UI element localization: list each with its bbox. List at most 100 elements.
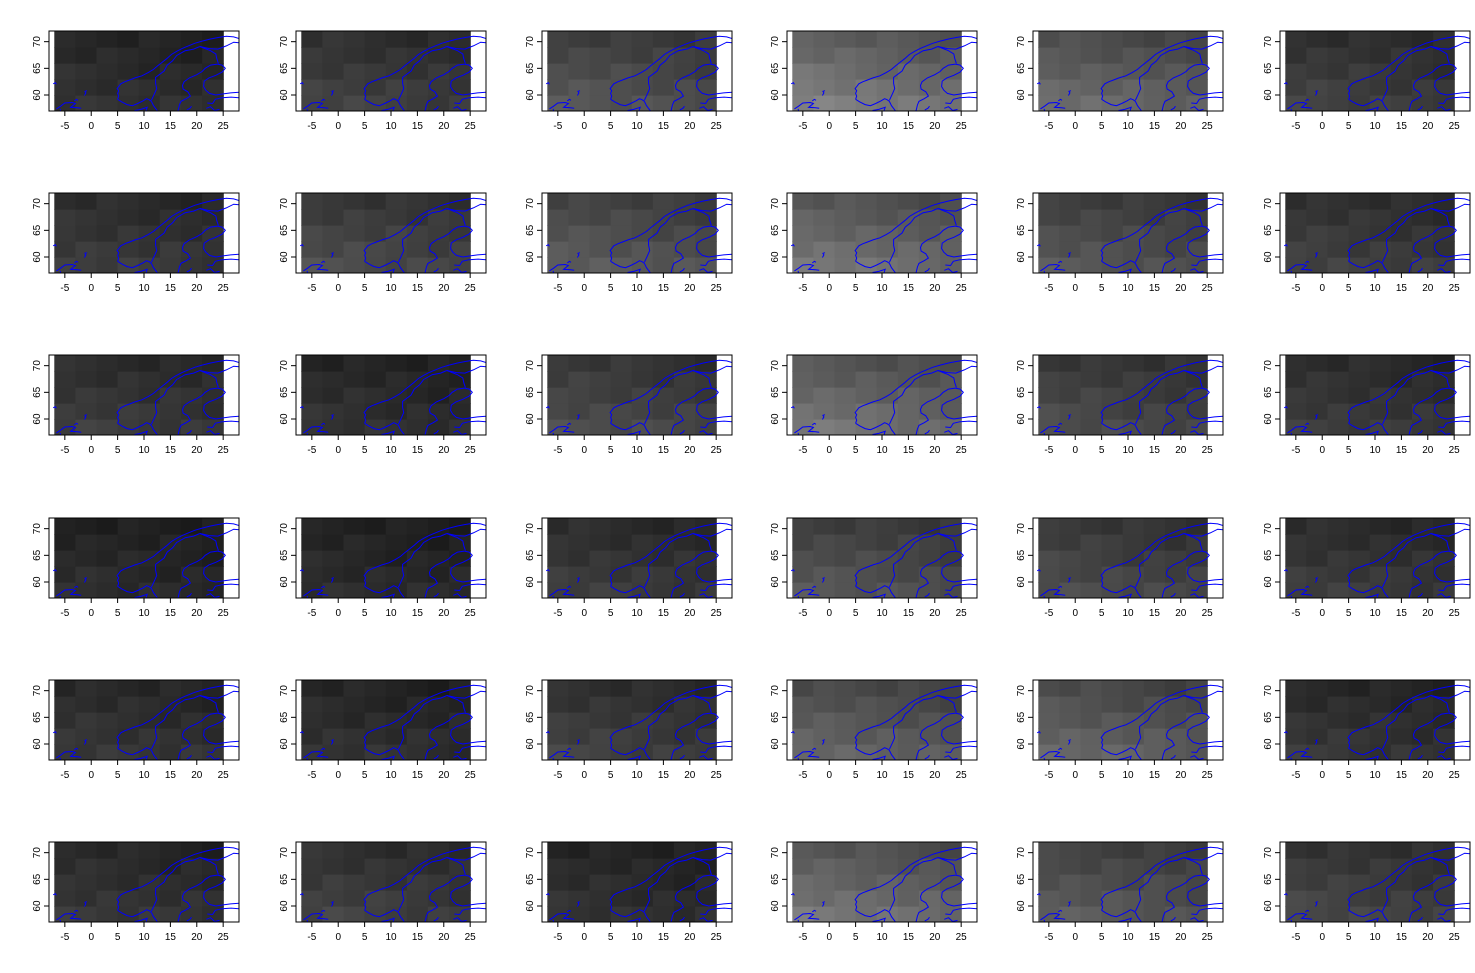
raster-cell [406,874,429,891]
coastline-segment [545,406,550,409]
coastline-segment [1043,595,1046,598]
coastline-segment [945,96,977,105]
coastline-segment [609,846,732,911]
raster-cell [673,858,696,875]
coastline-segment [1067,901,1072,907]
raster-cell [610,696,633,713]
raster-cell [813,728,836,745]
raster-cell [449,403,471,420]
coastline-segment [888,63,956,111]
raster-cell [1433,387,1455,404]
raster-cell [427,387,450,404]
raster-cell [834,906,857,922]
raster-cell [1348,95,1371,111]
coastline-segment [552,595,555,598]
raster-cell [673,193,696,210]
x-tick-label: 15 [165,283,177,294]
raster-cell [1369,79,1392,96]
x-tick-label: 15 [165,770,177,781]
y-tick-label: 60 [1263,738,1274,750]
coastline-segment [945,745,977,754]
raster-cell [876,566,899,583]
y-tick-label: 65 [770,873,781,885]
raster-cell [364,193,387,210]
raster-cell [1306,193,1329,210]
raster-cell [1164,906,1187,922]
raster-cell [1306,842,1329,859]
coastline-segment [1183,365,1223,374]
raster-cell [1101,550,1124,567]
y-tick-label: 70 [525,847,536,859]
x-tick-label: 5 [853,121,859,132]
raster-cell [343,193,366,210]
raster-cell [589,534,612,551]
raster-cell [75,209,98,226]
raster-cell [589,858,612,875]
raster-cell [631,858,654,875]
coastline-segment [700,583,732,592]
x-tick-label: 5 [362,770,368,781]
raster-cell [1348,403,1371,420]
coastline-segment [1348,98,1383,107]
x-tick-label: 0 [335,608,341,619]
coastline-segment [627,106,641,111]
x-tick-label: 10 [138,932,150,943]
x-tick-label: 5 [362,283,368,294]
raster-cell [652,680,675,697]
raster-cell [1186,79,1208,96]
x-tick-label: 20 [684,445,696,456]
coastline-segment [1430,690,1470,699]
raster-cell [610,403,633,420]
raster-cell [918,582,941,598]
x-tick-label: -5 [1291,608,1300,619]
raster-cell [159,842,182,859]
raster-cell [631,728,654,745]
raster-cell [897,874,920,891]
raster-cell [1059,518,1082,535]
raster-cell [301,241,323,258]
coastline-segment [731,209,732,210]
coastline-segment [941,225,977,258]
raster-cells [547,355,717,435]
raster-cell [940,403,962,420]
coastline-segment [692,208,712,226]
raster-cell [364,728,387,745]
raster-cell [117,842,140,859]
y-tick-label: 65 [525,549,536,561]
x-tick-label: 5 [362,932,368,943]
x-tick-label: 10 [385,445,397,456]
coastline-segment [945,258,977,267]
raster-cell [1369,47,1392,64]
raster-cell [75,842,98,859]
coastline-segment [1290,757,1293,760]
coastline-segment [1190,430,1204,435]
raster-cell [568,257,591,273]
coastline-segment [238,534,239,535]
coastline-segment [186,267,192,273]
raster-cell [589,842,612,859]
raster-cell [54,47,76,64]
raster-cell [1390,906,1413,922]
raster-cell [1164,257,1187,273]
coastline-segment [679,592,685,598]
raster-cell [940,712,962,729]
raster-cell [1306,696,1329,713]
raster-cell [547,712,569,729]
raster-cell [1080,241,1103,258]
coastline-segment [944,268,958,273]
raster-cell [159,79,182,96]
coastline-segment [552,270,555,273]
raster-cell [322,193,345,210]
coastline-segment [117,422,152,431]
coastline-segment [150,874,218,922]
raster-cell [940,890,962,907]
coastline-segment [692,852,732,861]
raster-cell [1059,225,1082,242]
x-tick-label: -5 [553,932,562,943]
y-tick-label: 65 [279,873,290,885]
raster-cells [1285,31,1455,111]
raster-cell [1411,209,1434,226]
coastline-segment [610,260,645,269]
